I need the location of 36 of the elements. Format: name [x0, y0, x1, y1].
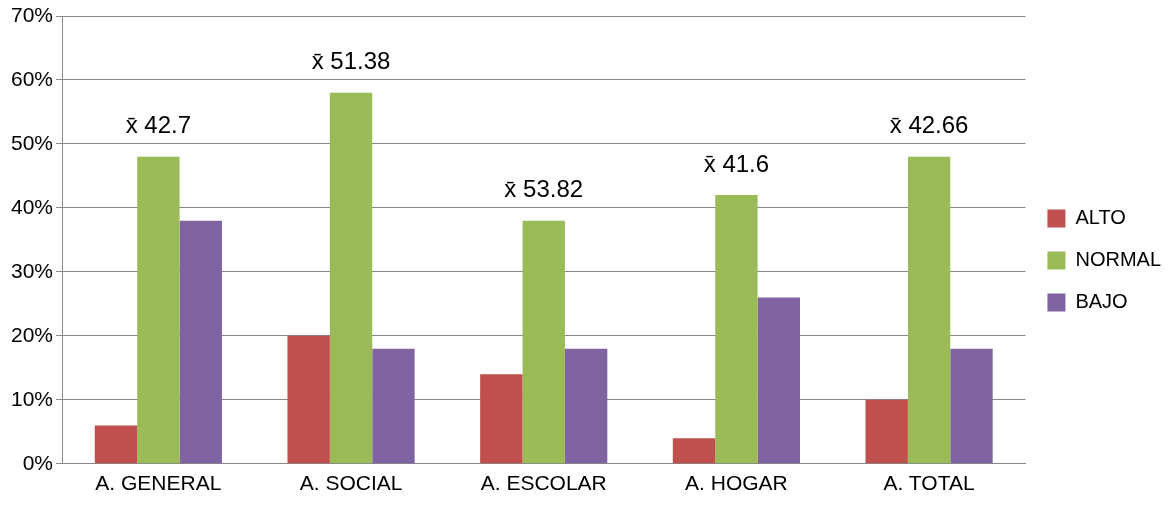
y-tick-label: 40% — [11, 194, 54, 218]
bar — [865, 399, 908, 464]
annotation: x̄ 42.7 — [125, 111, 192, 139]
bar — [179, 220, 222, 464]
bar — [329, 92, 373, 464]
x-tick-label: A. GENERAL — [95, 471, 222, 495]
bar — [522, 220, 565, 464]
y-tick-label: 70% — [11, 2, 54, 26]
bar — [480, 374, 523, 464]
legend-label: BAJO — [1075, 290, 1128, 313]
x-tick-label: A. HOGAR — [685, 471, 788, 495]
y-tick-label: 0% — [22, 450, 54, 474]
bar — [950, 348, 993, 464]
x-tick-label: A. TOTAL — [883, 471, 975, 495]
y-tick-label: 60% — [11, 66, 54, 90]
y-tick-label: 50% — [11, 130, 54, 154]
bar — [372, 348, 415, 464]
annotation: x̄ 53.82 — [504, 175, 584, 203]
bar — [137, 156, 180, 464]
legend-label: ALTO — [1075, 206, 1126, 229]
x-tick-label: A. ESCOLAR — [480, 471, 607, 495]
bar — [757, 297, 800, 464]
bar — [907, 156, 951, 464]
bar — [94, 425, 138, 464]
bar — [287, 335, 330, 464]
annotation: x̄ 41.6 — [703, 149, 770, 177]
annotation: x̄ 42.66 — [889, 111, 969, 139]
bar — [672, 438, 716, 464]
legend-label: NORMAL — [1075, 248, 1162, 271]
y-tick-label: 30% — [11, 258, 54, 282]
y-tick-label: 10% — [11, 386, 54, 410]
bar — [715, 195, 758, 464]
x-tick-label: A. SOCIAL — [299, 471, 403, 495]
bar — [564, 348, 608, 464]
annotation: x̄ 51.38 — [311, 47, 391, 75]
y-tick-label: 20% — [11, 322, 54, 346]
